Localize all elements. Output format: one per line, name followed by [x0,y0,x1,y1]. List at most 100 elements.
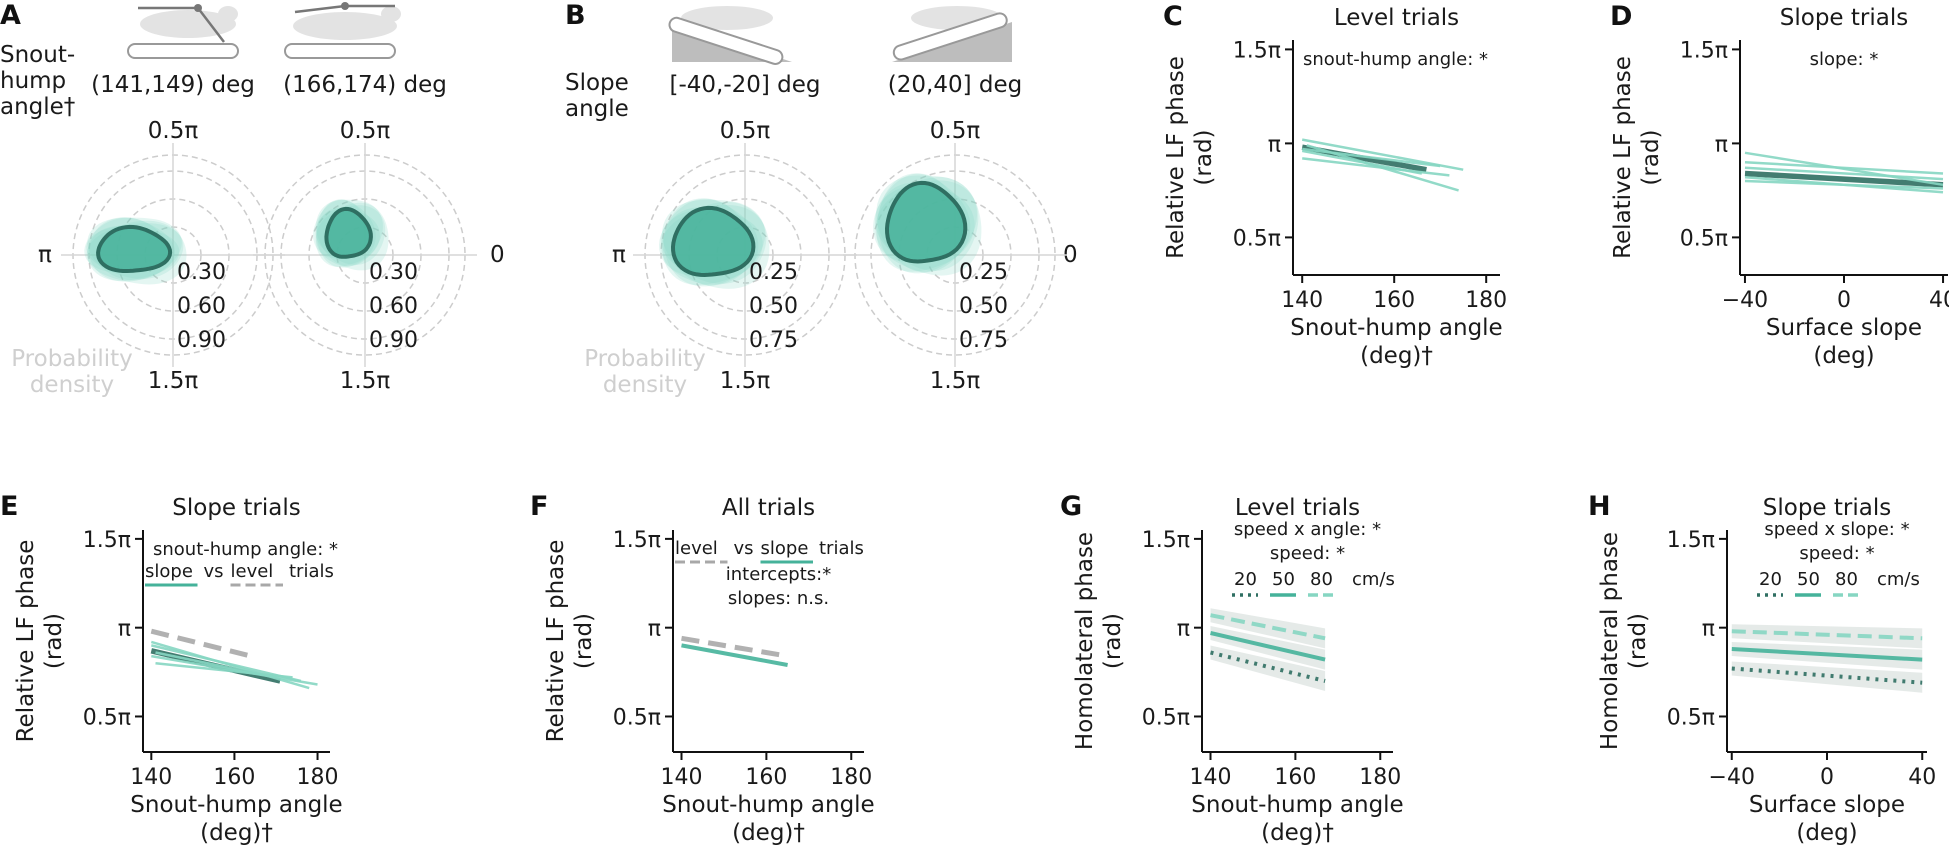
row-label-line: angle† [0,94,75,120]
y-axis-label: (rad) [1625,613,1651,669]
panel-a: A Snout-hump angle† (141,149) deg (166,17… [0,0,505,398]
x-axis-label: Surface slope [1749,792,1905,818]
density-label-line: Probability [584,346,706,372]
annotation: speed: * [1799,543,1874,564]
speed-legend-value: 80 [1835,569,1858,590]
ring-label: 0.30 [177,260,226,285]
x-axis-label: Snout-hump angle [662,792,874,818]
ring-label: 0.90 [369,328,418,353]
annotation: snout-hump angle: * [153,539,338,560]
chart-panel-c: C Level trials 0.5π π 1.5π 140 160 180Snout-hum… [1163,1,1507,369]
y-tick-label: 1.5π [1233,38,1281,63]
x-tick-label: 140 [660,765,702,790]
speed-legend-value: 20 [1759,569,1782,590]
annotation: intercepts:* [726,564,831,585]
treadmill-icon-uphill [892,6,1012,62]
level-line [681,635,789,659]
y-axis-label: (rad) [1638,129,1664,185]
chart-title: All trials [722,495,815,521]
y-tick-label: 0.5π [83,705,131,730]
angle-label-top: 0.5π [930,118,981,144]
angle-label-bottom: 1.5π [340,368,391,394]
x-tick-label: 40 [1908,765,1936,790]
mean-density [670,205,756,278]
panel-b: B Slope angle [-40,-20] deg (20,40] deg 0… [565,0,1078,398]
legend-text: level [675,538,718,559]
angle-label-bottom: 1.5π [930,368,981,394]
ring-label: 0.50 [959,294,1008,319]
chart-title: Slope trials [172,495,300,521]
treadmill-icon-level [127,4,239,59]
y-axis-label: Relative LF phase [1610,56,1636,259]
subject-line [1306,144,1459,192]
ring-label: 0.25 [749,260,798,285]
ring-label: 0.75 [959,328,1008,353]
legend-text: slope [761,538,809,559]
condition-label: [-40,-20] deg [669,72,820,98]
y-axis-label: Relative LF phase [543,540,569,743]
x-axis-label: (deg)† [1360,343,1433,369]
x-axis-label: Snout-hump angle [1191,792,1403,818]
y-tick-label: 1.5π [1667,528,1715,553]
confidence-band [1210,645,1326,691]
panel-label: D [1610,1,1632,32]
angle-label-top: 0.5π [340,118,391,144]
x-axis-label: (deg)† [200,820,273,846]
annotation: slopes: n.s. [728,588,829,609]
condition-label: (141,149) deg [91,72,255,98]
chart-title: Level trials [1334,5,1459,31]
subject-line [1744,160,1944,175]
y-tick-label: 1.5π [83,528,131,553]
x-tick-label: 160 [1274,765,1316,790]
polar-plot: 0.25 0.50 0.75 [633,143,857,367]
polar-plot: 0.30 0.60 0.90 [61,143,285,367]
x-axis-label: (deg) [1813,343,1874,369]
panel-label: A [0,0,21,31]
subject-line [150,640,310,690]
chart-title: Slope trials [1763,495,1891,521]
x-tick-label: 180 [1465,288,1507,313]
chart-panel-e: E Slope trials 0.5π π 1.5π 140 160 180Snout-hum… [0,491,343,846]
angle-label-right: 0 [1063,242,1078,268]
polar-plots: 0.300.600.900.300.600.900.250.500.750.25… [61,143,1067,367]
y-tick-label: 0.5π [1667,705,1715,730]
mean-density [96,224,173,273]
panel-label: E [0,491,18,522]
y-tick-label: 0.5π [1142,705,1190,730]
chart-title: Slope trials [1780,5,1908,31]
ring-label: 0.60 [369,294,418,319]
x-tick-label: 160 [745,765,787,790]
x-tick-label: 0 [1837,288,1851,313]
x-tick-label: 160 [1373,288,1415,313]
speed-legend-value: 80 [1310,569,1333,590]
legend-text: trials [819,538,864,559]
subject-line [1744,166,1944,181]
chart-panel-g: G Level trials 0.5π π 1.5π 140 160 180Snout-hum… [1060,491,1404,846]
density-label-line: density [30,372,114,398]
density-label-line: Probability [11,346,133,372]
y-tick-label: π [118,617,131,642]
x-tick-label: 40 [1929,288,1949,313]
speed-legend-value: 50 [1797,569,1820,590]
treadmill-icon-downhill [668,6,792,65]
row-label-line: Slope [565,70,629,96]
annotation: speed x slope: * [1764,519,1909,540]
x-tick-label: 180 [830,765,872,790]
ring-label: 0.75 [749,328,798,353]
x-tick-label: 140 [1281,288,1323,313]
subject-line [1744,179,1944,190]
panel-label: C [1163,1,1183,32]
x-axis-label: (deg)† [732,820,805,846]
legend-text: vs [734,538,754,559]
y-tick-label: 0.5π [1233,226,1281,251]
subject-line [1301,149,1423,175]
angle-label-top: 0.5π [148,118,199,144]
density-label-line: density [603,372,687,398]
y-axis-label: (rad) [1100,613,1126,669]
annotation: speed x angle: * [1234,519,1381,540]
condition-label: (166,174) deg [283,72,447,98]
mean-density [884,180,968,264]
legend-text: trials [289,561,334,582]
row-label-line: angle [565,96,629,122]
chart-panel-d: D Slope trials 0.5π π 1.5π −40 0 40 Surface slop… [1610,1,1949,369]
